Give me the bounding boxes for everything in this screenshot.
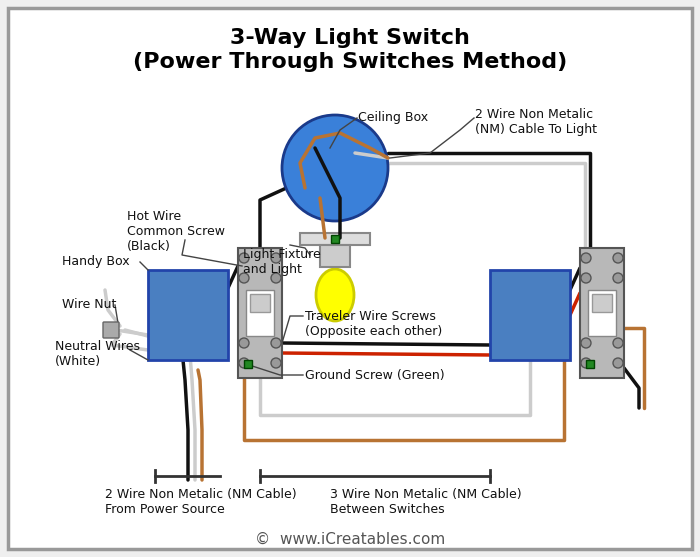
Circle shape <box>613 273 623 283</box>
Bar <box>244 360 252 368</box>
Text: Wire Nut: Wire Nut <box>62 299 116 311</box>
Circle shape <box>581 358 591 368</box>
Bar <box>238 248 282 378</box>
Bar <box>592 294 612 312</box>
Text: 2 Wire Non Metalic (NM Cable)
From Power Source: 2 Wire Non Metalic (NM Cable) From Power… <box>105 488 297 516</box>
Circle shape <box>613 253 623 263</box>
Bar <box>250 294 270 312</box>
Circle shape <box>271 273 281 283</box>
Bar <box>586 360 594 368</box>
Text: (Power Through Switches Method): (Power Through Switches Method) <box>133 52 567 72</box>
Text: Handy Box: Handy Box <box>62 256 130 268</box>
Bar <box>580 248 624 378</box>
Circle shape <box>271 358 281 368</box>
Bar <box>148 270 228 360</box>
Circle shape <box>239 358 249 368</box>
Bar <box>331 235 339 243</box>
Circle shape <box>282 115 388 221</box>
Circle shape <box>271 253 281 263</box>
Circle shape <box>239 273 249 283</box>
Bar <box>246 290 274 336</box>
Text: Hot Wire
Common Screw
(Black): Hot Wire Common Screw (Black) <box>127 210 225 253</box>
Circle shape <box>581 253 591 263</box>
Bar <box>490 270 570 360</box>
Text: 3 Wire Non Metalic (NM Cable)
Between Switches: 3 Wire Non Metalic (NM Cable) Between Sw… <box>330 488 522 516</box>
Text: Traveler Wire Screws
(Opposite each other): Traveler Wire Screws (Opposite each othe… <box>305 310 442 338</box>
Text: ©  www.iCreatables.com: © www.iCreatables.com <box>255 532 445 547</box>
Circle shape <box>613 338 623 348</box>
Circle shape <box>581 338 591 348</box>
Bar <box>588 290 616 336</box>
Circle shape <box>239 253 249 263</box>
Ellipse shape <box>316 269 354 321</box>
Circle shape <box>581 273 591 283</box>
Text: Ceiling Box: Ceiling Box <box>358 111 428 125</box>
Text: Ground Screw (Green): Ground Screw (Green) <box>305 369 444 382</box>
FancyBboxPatch shape <box>103 322 119 338</box>
Text: 2 Wire Non Metalic
(NM) Cable To Light: 2 Wire Non Metalic (NM) Cable To Light <box>475 108 597 136</box>
Circle shape <box>239 338 249 348</box>
Circle shape <box>613 358 623 368</box>
Text: 3-Way Light Switch: 3-Way Light Switch <box>230 28 470 48</box>
Bar <box>320 245 350 267</box>
Bar <box>300 233 370 245</box>
Text: Light Fixture
and Light: Light Fixture and Light <box>243 248 321 276</box>
Text: Neutral Wires
(White): Neutral Wires (White) <box>55 340 140 368</box>
Circle shape <box>271 338 281 348</box>
